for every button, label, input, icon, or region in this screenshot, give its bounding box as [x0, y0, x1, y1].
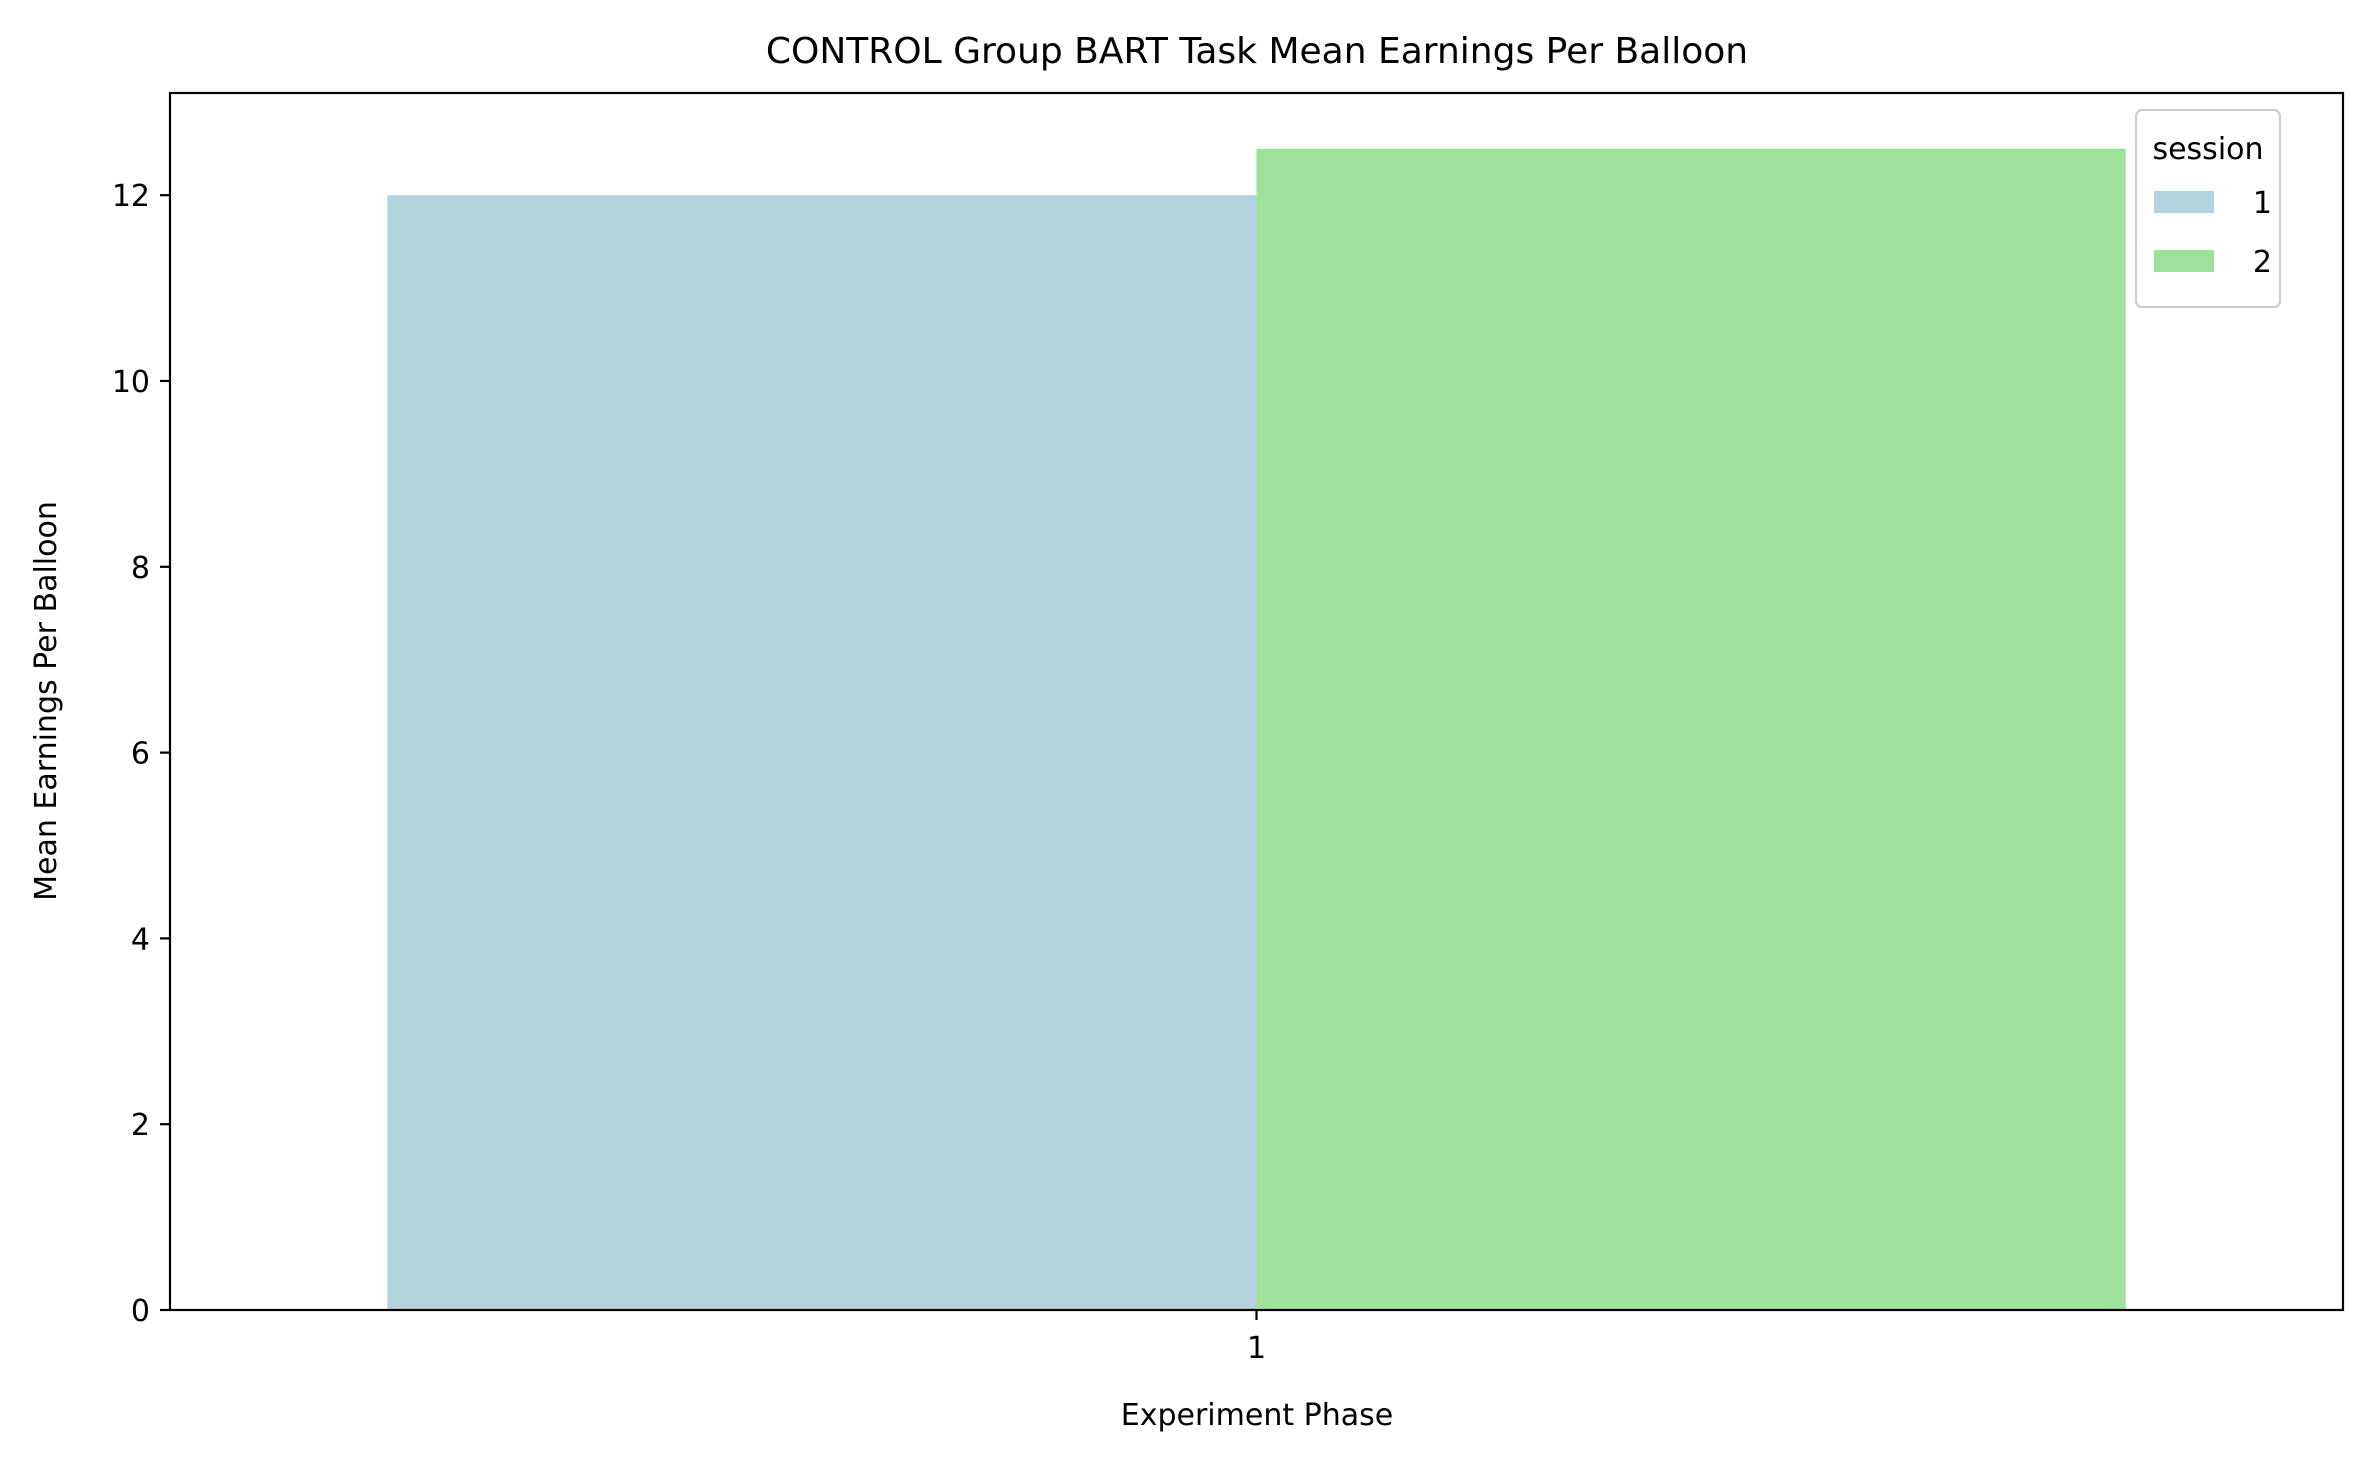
- y-tick-label: 10: [112, 365, 150, 400]
- y-axis-label: Mean Earnings Per Balloon: [29, 501, 64, 901]
- bar-session-2-phase-1: [1256, 148, 2126, 1310]
- y-tick-label: 6: [131, 737, 150, 772]
- y-axis: 0 2 4 6 8 10 12: [112, 179, 170, 1329]
- x-axis-label: Experiment Phase: [1121, 1398, 1393, 1433]
- legend: session 1 2: [2135, 109, 2281, 308]
- legend-label-session-2: 2: [2253, 245, 2272, 280]
- chart-title: CONTROL Group BART Task Mean Earnings Pe…: [766, 31, 1748, 72]
- legend-swatch-session-2: [2154, 250, 2214, 272]
- bar-session-1-phase-1: [387, 195, 1257, 1311]
- bars-group: [387, 148, 2126, 1311]
- y-tick-label: 0: [131, 1294, 150, 1329]
- y-tick-label: 8: [131, 551, 150, 586]
- y-tick-label: 4: [131, 922, 150, 957]
- y-tick-label: 12: [112, 179, 150, 214]
- x-axis: 1: [1247, 1310, 1266, 1366]
- legend-label-session-1: 1: [2253, 186, 2272, 221]
- legend-title: session: [2152, 132, 2263, 167]
- legend-swatch-session-1: [2154, 191, 2214, 213]
- y-tick-label: 2: [131, 1108, 150, 1143]
- x-tick-label: 1: [1247, 1331, 1266, 1366]
